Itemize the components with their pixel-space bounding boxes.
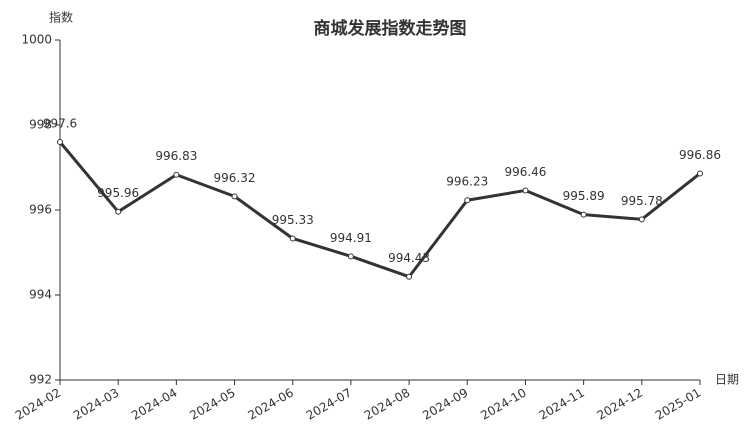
data-label: 995.96 [97, 186, 139, 200]
data-label: 995.78 [621, 194, 663, 208]
y-tick-label: 994 [29, 288, 52, 302]
point [289, 235, 296, 242]
data-label: 996.23 [446, 175, 488, 189]
data-label: 996.46 [504, 165, 546, 179]
data-label: 995.89 [563, 189, 605, 203]
data-label: 996.86 [679, 148, 721, 162]
y-tick-label: 998 [29, 118, 52, 132]
y-tick-label: 1000 [21, 33, 52, 47]
point [464, 197, 471, 204]
x-tick-label: 2024-05 [187, 386, 237, 423]
x-axis-title: 日期 [715, 373, 739, 387]
point [173, 171, 180, 178]
x-tick-label: 2024-03 [71, 386, 121, 423]
point [580, 211, 587, 218]
point [57, 139, 63, 145]
point [347, 253, 354, 260]
data-label: 996.32 [214, 171, 256, 185]
line [58, 141, 701, 279]
data-label: 995.33 [272, 213, 314, 227]
x-tick-label: 2024-11 [536, 386, 586, 423]
x-tick-label: 2025-01 [653, 386, 703, 423]
chart-title: 商城发展指数走势图 [314, 18, 467, 39]
data-label: 994.91 [330, 231, 372, 245]
point [231, 193, 238, 200]
x-tick-label: 2024-02 [13, 386, 63, 423]
point [697, 170, 703, 177]
y-axis-title: 指数 [49, 10, 73, 25]
data-label: 996.83 [155, 149, 197, 163]
x-tick-label: 2024-04 [129, 386, 179, 423]
point [522, 187, 529, 194]
x-tick-label: 2024-07 [304, 386, 354, 423]
y-tick-label: 996 [29, 203, 52, 217]
x-tick-label: 2024-12 [595, 386, 645, 423]
x-tick-label: 2024-08 [362, 386, 412, 423]
x-tick-label: 2024-06 [246, 386, 296, 423]
x-tick-label: 2024-09 [420, 386, 470, 423]
data-label: 994.43 [388, 251, 430, 265]
data-label: 997.6 [43, 117, 77, 131]
point [406, 273, 413, 280]
x-tick-label: 2024-10 [478, 386, 528, 423]
point [115, 208, 122, 215]
point [638, 216, 645, 223]
y-tick-label: 992 [29, 373, 52, 387]
